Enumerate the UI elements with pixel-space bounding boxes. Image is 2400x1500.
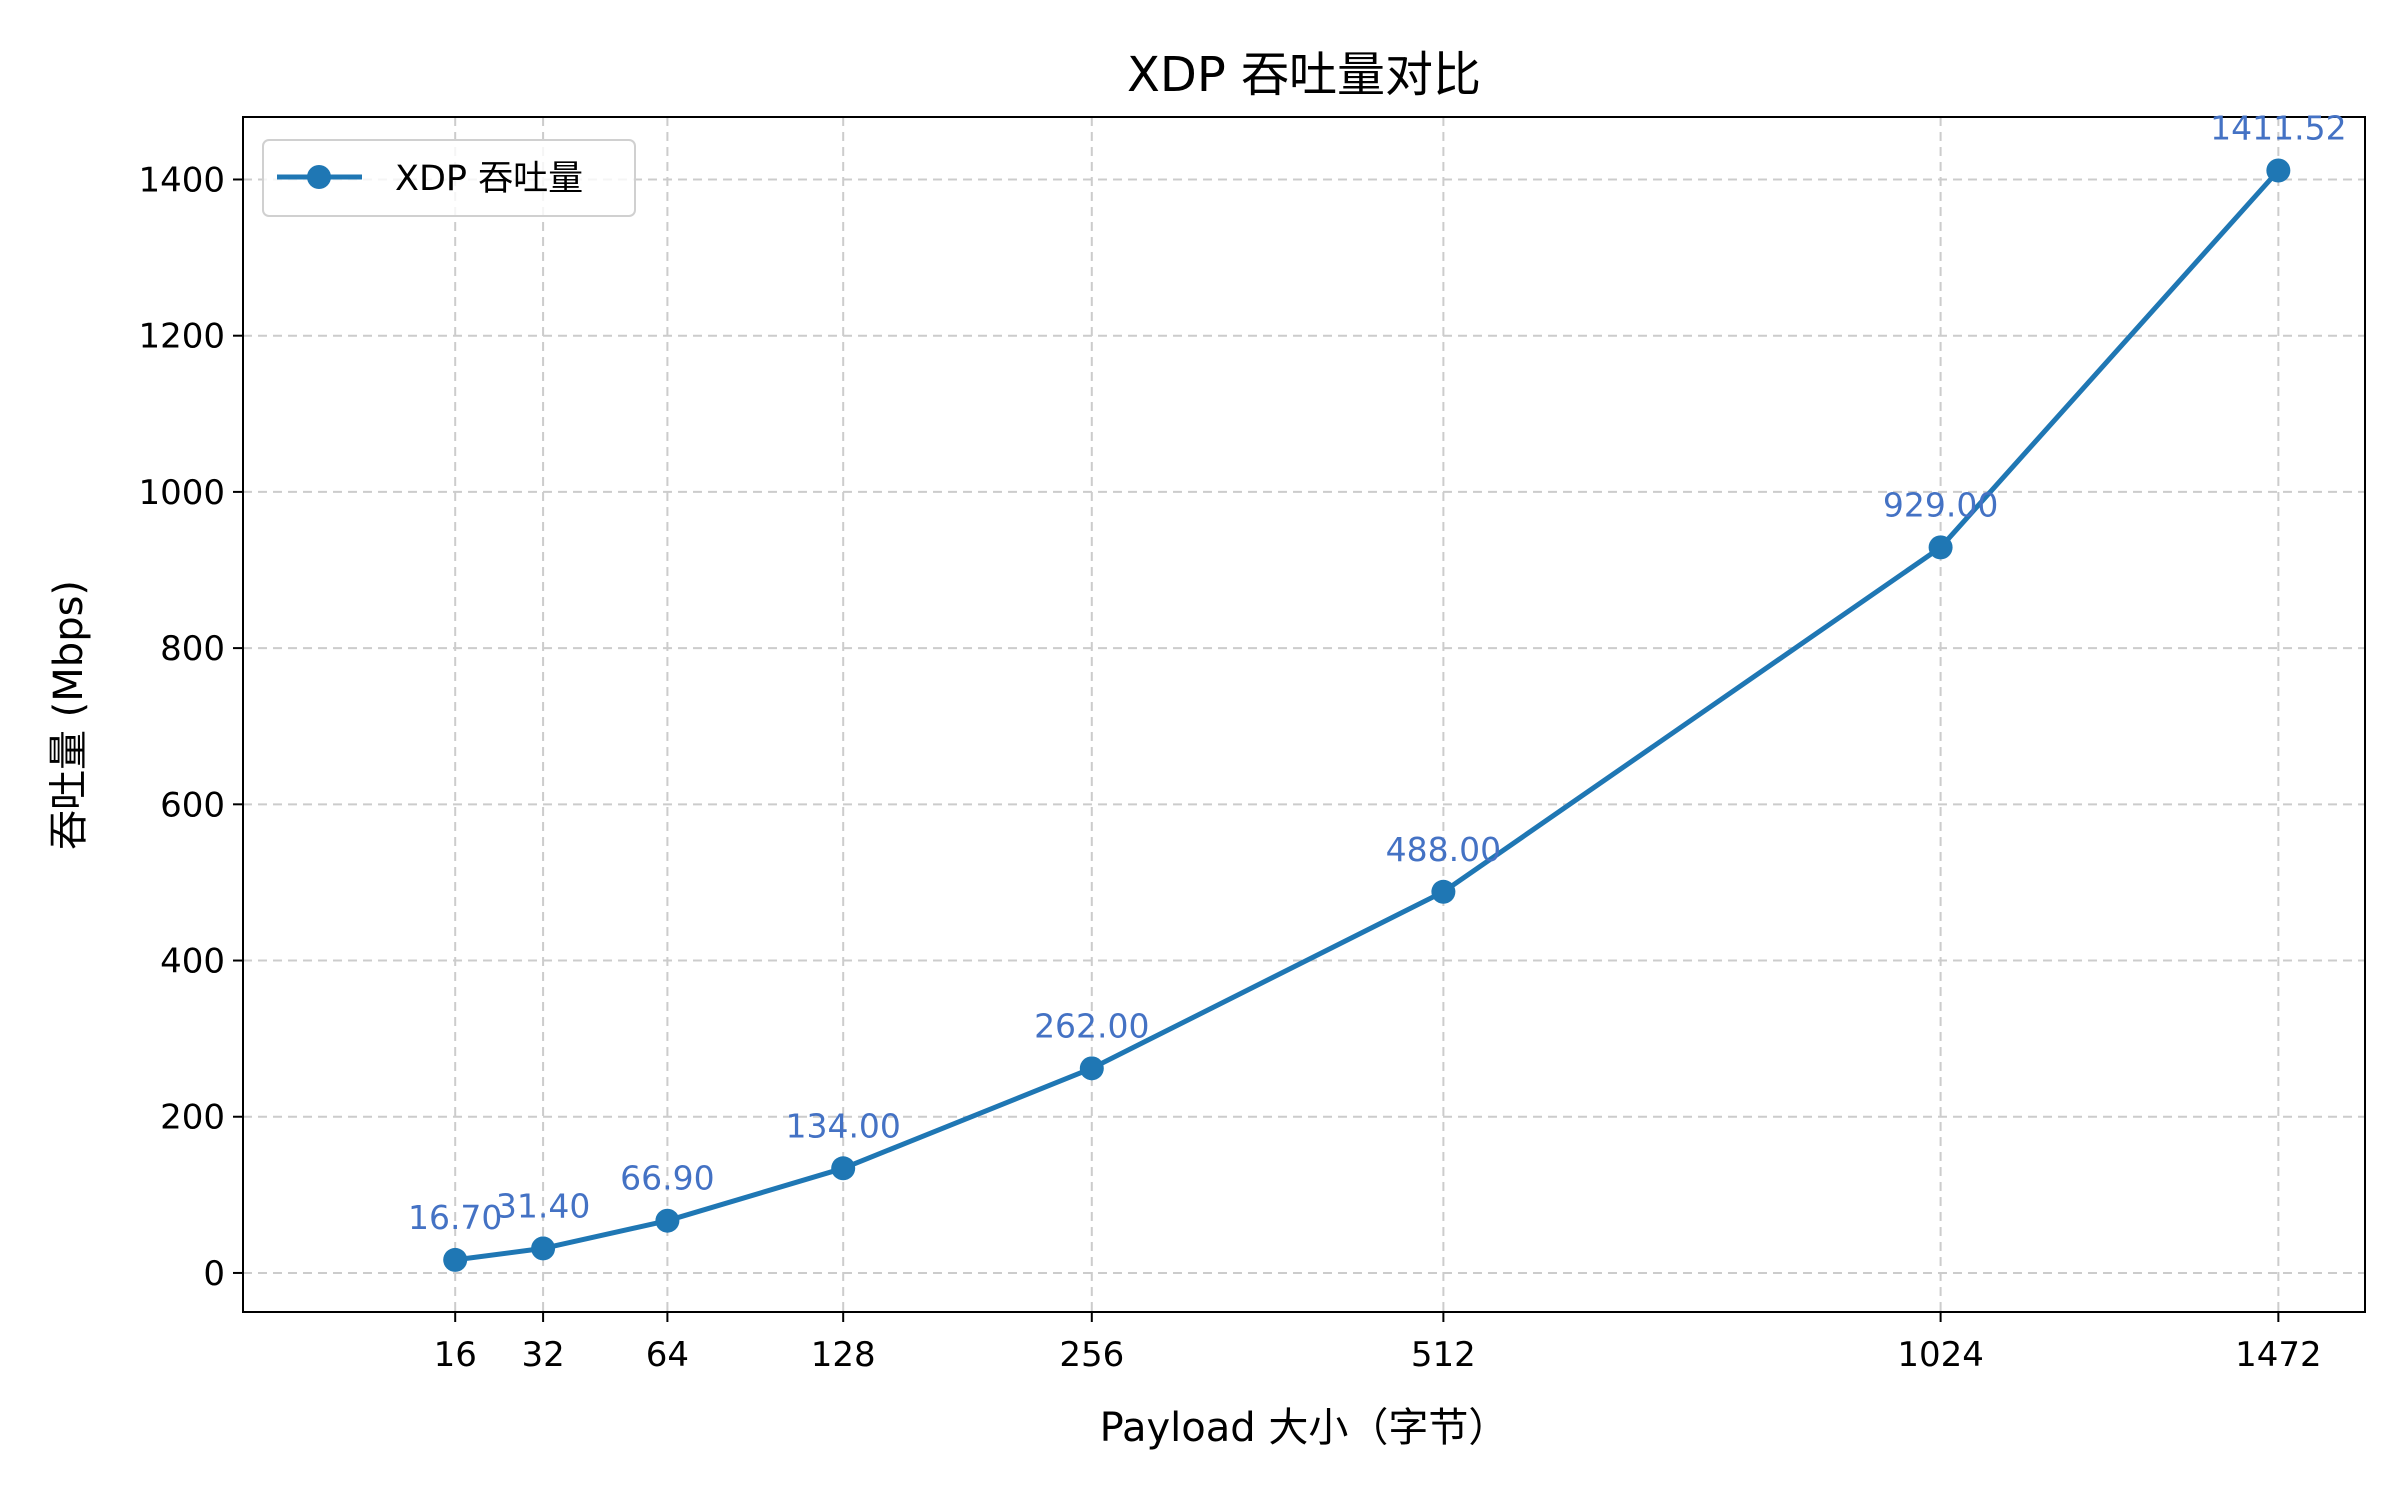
chart-title: XDP 吞吐量对比	[1127, 47, 1481, 103]
legend-marker-swatch	[307, 165, 331, 189]
x-tick-label: 256	[1059, 1335, 1124, 1375]
data-point	[831, 1156, 856, 1181]
data-label: 66.90	[620, 1159, 714, 1198]
legend-box	[262, 139, 636, 217]
x-tick-label: 512	[1411, 1335, 1476, 1375]
x-tick-label: 32	[521, 1335, 564, 1375]
x-tick-label: 1024	[1897, 1335, 1984, 1375]
data-label: 929.00	[1883, 485, 1998, 524]
x-tick-label: 128	[811, 1335, 876, 1375]
data-point	[1928, 535, 1953, 560]
plot-area-frame	[242, 116, 2366, 1313]
data-point	[443, 1247, 468, 1272]
y-axis-label: 吞吐量 (Mbps)	[46, 580, 92, 850]
series-layer	[443, 158, 2291, 1272]
y-tick-label: 1000	[138, 473, 225, 513]
data-label: 262.00	[1034, 1006, 1149, 1045]
legend: XDP 吞吐量	[262, 139, 636, 217]
data-point	[531, 1236, 556, 1261]
axis-ticks: 16 32 64 128 256 512 1024 1472 0 200 400 600 800 1000…	[138, 160, 2321, 1375]
data-label: 134.00	[785, 1106, 900, 1145]
y-tick-label: 600	[160, 785, 225, 825]
data-label: 1411.52	[2210, 108, 2346, 147]
y-tick-label: 800	[160, 629, 225, 669]
y-tick-label: 0	[203, 1254, 225, 1294]
data-label: 31.40	[496, 1186, 590, 1225]
data-point	[1431, 879, 1456, 904]
data-label: 488.00	[1386, 830, 1501, 869]
y-tick-label: 400	[160, 942, 225, 982]
series-line	[452, 168, 2281, 1263]
data-label: 16.70	[408, 1198, 502, 1237]
y-tick-label: 200	[160, 1098, 225, 1138]
y-tick-label: 1400	[138, 160, 225, 200]
x-tick-label: 16	[434, 1335, 477, 1375]
data-point	[2266, 158, 2291, 183]
data-point	[655, 1208, 680, 1233]
legend-entry-label: XDP 吞吐量	[395, 159, 583, 199]
x-axis-label: Payload 大小（字节）	[1100, 1405, 1509, 1451]
x-tick-label: 1472	[2235, 1335, 2322, 1375]
x-tick-label: 64	[646, 1335, 689, 1375]
y-tick-label: 1200	[138, 317, 225, 357]
data-point	[1079, 1056, 1104, 1081]
